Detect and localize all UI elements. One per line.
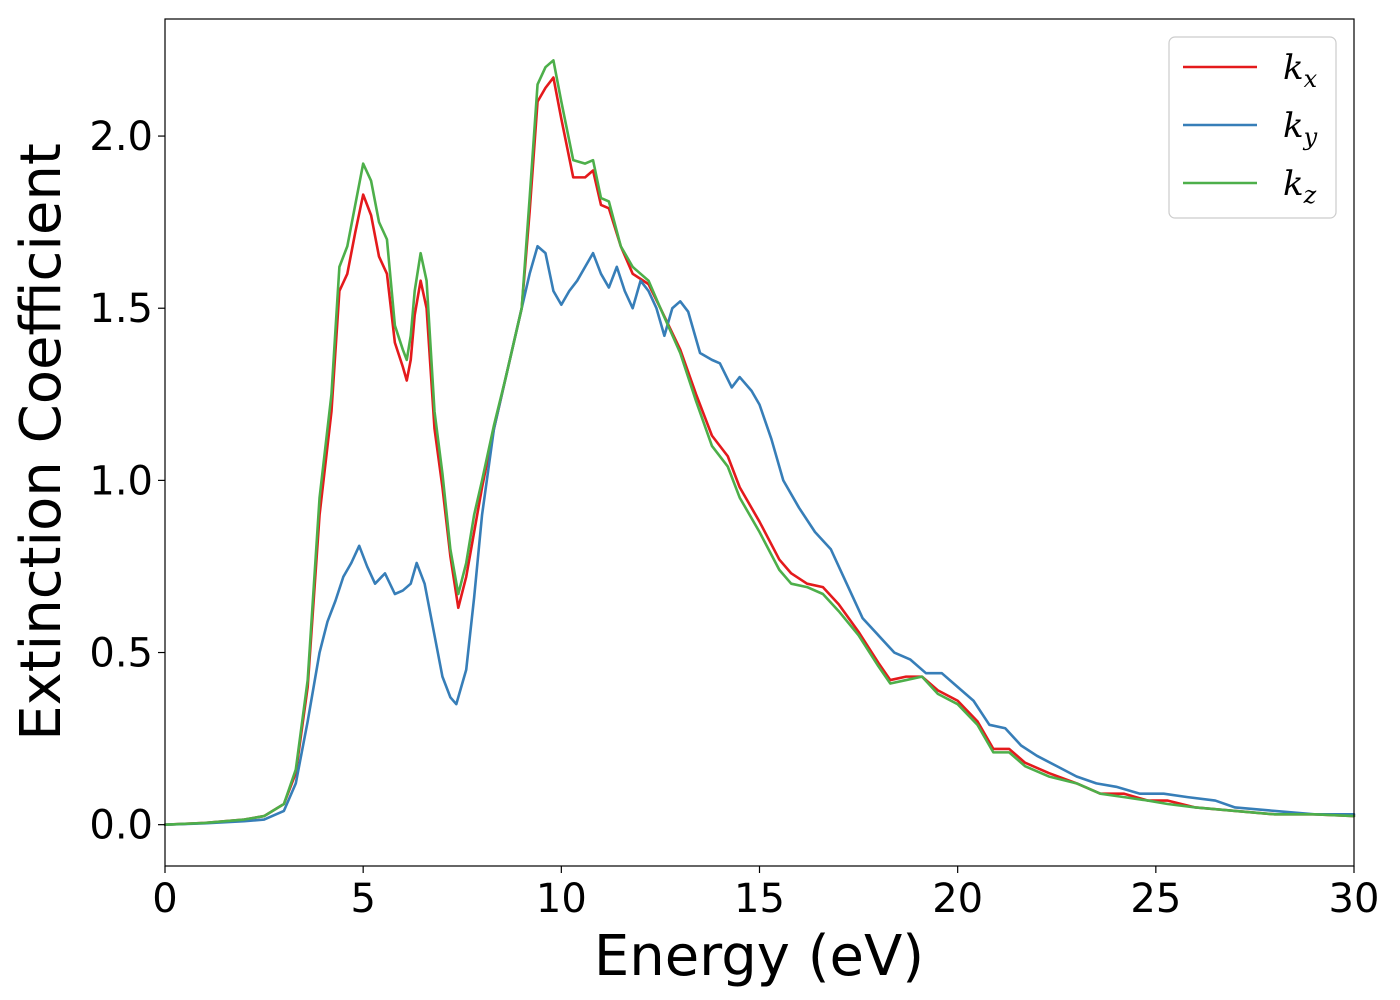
legend-box (1168, 36, 1337, 219)
series-line-kz (163, 59, 1356, 826)
x-tick-label: 0 (152, 876, 177, 922)
x-tick-label: 5 (350, 876, 375, 922)
y-tick-label: 0.5 (89, 631, 153, 677)
x-tick-label: 25 (1130, 876, 1181, 922)
series-line-ky (163, 244, 1356, 826)
y-tick-label: 0.0 (89, 803, 153, 849)
plot-area (165, 19, 1354, 866)
series-line-kx (163, 76, 1356, 826)
y-tick-label: 1.0 (89, 458, 153, 504)
y-axis-ticks: 0.0 0.5 1.0 1.5 2.0 (89, 114, 165, 849)
series-layer (163, 59, 1356, 826)
x-tick-label: 15 (734, 876, 785, 922)
x-axis-ticks: 0 5 10 15 20 25 30 (152, 866, 1379, 922)
x-tick-label: 20 (932, 876, 983, 922)
y-axis-title: Extinction Coefficient (9, 143, 74, 741)
x-tick-label: 30 (1329, 876, 1380, 922)
y-tick-label: 2.0 (89, 114, 153, 160)
x-tick-label: 10 (536, 876, 587, 922)
x-axis-title: Energy (eV) (594, 924, 924, 989)
y-tick-label: 1.5 (89, 286, 153, 332)
